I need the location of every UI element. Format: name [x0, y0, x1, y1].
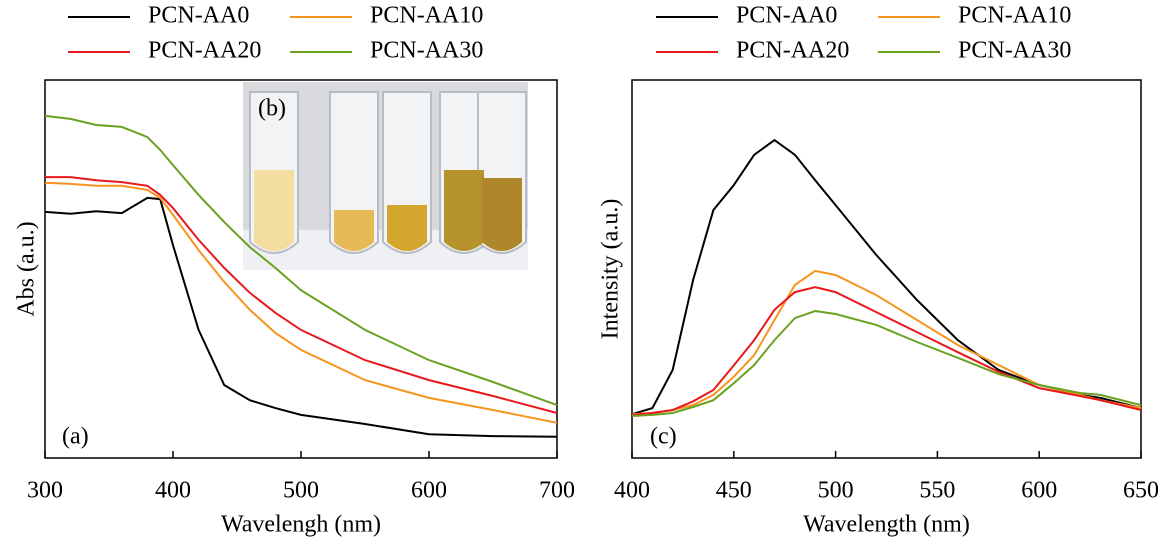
x-tick-label: 550 — [919, 478, 955, 504]
x-tick-label: 600 — [1021, 478, 1057, 504]
powder — [254, 170, 294, 251]
x-axis-label: Wavelength (nm) — [803, 512, 970, 538]
data-line — [45, 176, 558, 414]
data-line — [631, 138, 1142, 416]
x-tick-label: 600 — [411, 478, 447, 504]
data-line — [44, 114, 558, 407]
legend-label: PCN-AA20 — [148, 38, 261, 64]
plot-frame — [631, 79, 1142, 459]
powder — [334, 210, 374, 251]
powder — [387, 205, 427, 251]
photo-inset — [243, 82, 528, 270]
x-tick-label: 650 — [1123, 478, 1159, 504]
legend-label: PCN-AA0 — [148, 3, 249, 29]
y-axis-label: Intensity (a.u.) — [598, 199, 624, 340]
powder — [482, 178, 522, 251]
data-line — [631, 286, 1142, 416]
x-tick-label: 400 — [614, 478, 650, 504]
panel-label: (b) — [258, 96, 286, 122]
data-line — [631, 309, 1142, 417]
legend-label: PCN-AA20 — [736, 38, 849, 64]
legend-label: PCN-AA10 — [370, 3, 483, 29]
data-line — [44, 181, 558, 424]
y-axis-label: Abs (a.u.) — [14, 221, 40, 316]
x-tick-label: 300 — [27, 478, 63, 504]
x-tick-label: 450 — [716, 478, 752, 504]
x-tick-label: 400 — [155, 478, 191, 504]
x-tick-label: 500 — [283, 478, 319, 504]
panel-label: (a) — [62, 424, 89, 450]
x-tick-label: 500 — [818, 478, 854, 504]
data-line — [44, 196, 558, 438]
powder — [444, 170, 484, 251]
legend-label: PCN-AA30 — [958, 38, 1071, 64]
x-tick-label: 700 — [539, 478, 575, 504]
legend-label: PCN-AA0 — [736, 3, 837, 29]
panel-label: (c) — [650, 424, 677, 450]
legend-label: PCN-AA10 — [958, 3, 1071, 29]
x-axis-label: Wavelengh (nm) — [221, 512, 381, 538]
legend-label: PCN-AA30 — [370, 38, 483, 64]
